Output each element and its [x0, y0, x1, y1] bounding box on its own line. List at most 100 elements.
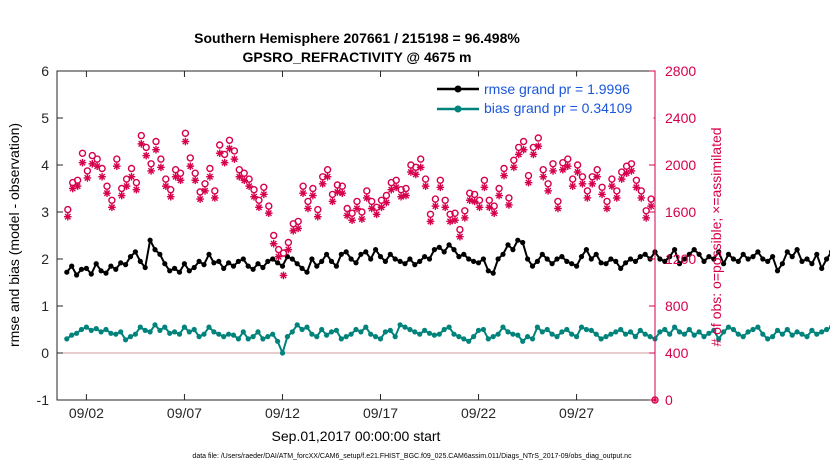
rmse-point — [289, 256, 295, 262]
bias-point — [446, 324, 452, 330]
bias-point — [686, 326, 692, 333]
assimilated-obs-marker — [495, 191, 503, 200]
bias-point — [270, 331, 276, 337]
assimilated-obs-stroke — [471, 198, 478, 205]
assimilated-obs-marker — [338, 189, 347, 197]
assimilated-obs-stroke — [270, 240, 277, 247]
rmse-point — [632, 258, 639, 264]
chart-title: Southern Hemisphere 207661 / 215198 = 96… — [194, 30, 520, 46]
rmse-point — [93, 261, 99, 267]
possible-obs-marker — [186, 154, 195, 162]
possible-obs-marker — [578, 173, 587, 181]
assimilated-obs-stroke — [564, 162, 571, 170]
possible-obs-marker — [240, 169, 248, 177]
bias-point — [662, 326, 668, 333]
assimilated-obs-stroke — [412, 171, 419, 178]
possible-obs-marker — [323, 165, 332, 174]
rmse-point — [441, 249, 447, 255]
assimilated-obs-stroke — [192, 177, 199, 184]
assimilated-obs-marker — [578, 180, 587, 188]
bias-point — [127, 334, 134, 340]
rmse-point — [711, 256, 717, 262]
rmse-point — [147, 237, 153, 243]
rmse-point — [490, 270, 496, 276]
assimilated-obs-marker — [245, 182, 253, 190]
rmse-point — [627, 256, 634, 262]
assimilated-obs-marker — [456, 232, 464, 241]
assimilated-obs-stroke — [402, 192, 410, 199]
rmse-point — [167, 268, 173, 274]
assimilated-obs-marker — [152, 145, 160, 154]
assimilated-obs-stroke — [162, 182, 169, 190]
possible-obs-marker — [441, 196, 449, 205]
bias-point — [814, 331, 820, 337]
bias-point — [132, 331, 138, 337]
bias-point — [221, 334, 227, 340]
rmse-point — [74, 272, 80, 278]
rmse-point — [333, 263, 339, 269]
bias-point — [299, 326, 305, 333]
assimilated-obs-marker — [220, 158, 229, 167]
bias-point — [598, 336, 604, 342]
rmse-point — [672, 247, 678, 253]
bias-point — [387, 327, 393, 333]
possible-obs-marker — [426, 210, 435, 219]
assimilated-obs-marker — [529, 150, 538, 159]
rmse-point — [598, 260, 604, 266]
rmse-point — [123, 262, 129, 268]
assimilated-obs-stroke — [206, 173, 214, 180]
assimilated-obs-stroke — [540, 173, 547, 180]
possible-obs-marker — [137, 131, 146, 140]
assimilated-obs-marker — [269, 239, 278, 248]
assimilated-obs-stroke — [280, 272, 287, 279]
bias-point — [711, 327, 717, 333]
assimilated-obs-marker — [171, 172, 180, 181]
assimilated-obs-stroke — [618, 175, 625, 183]
bias-point — [69, 332, 75, 338]
bias-point — [471, 334, 477, 340]
possible-obs-marker — [603, 197, 611, 206]
assimilated-obs-marker — [78, 158, 87, 167]
possible-obs-marker — [103, 182, 111, 190]
bias-point — [466, 338, 472, 344]
rmse-point — [181, 261, 187, 267]
rmse-point — [495, 256, 501, 262]
rmse-point — [701, 258, 707, 264]
rmse-point — [142, 264, 148, 271]
bias-point — [137, 324, 143, 330]
bias-point — [603, 334, 609, 340]
bias-point — [368, 331, 374, 337]
assimilated-obs-marker — [554, 204, 562, 213]
assimilated-obs-stroke — [172, 173, 179, 180]
assimilated-obs-marker — [313, 212, 322, 221]
rmse-point — [426, 256, 433, 262]
possible-obs-marker — [461, 207, 469, 215]
bias-point — [382, 329, 388, 335]
assimilated-obs-stroke — [495, 192, 503, 199]
rmse-point — [108, 263, 114, 269]
assimilated-obs-stroke — [113, 162, 120, 170]
assimilated-obs-stroke — [319, 180, 326, 187]
assimilated-obs-stroke — [265, 209, 272, 217]
assimilated-obs-stroke — [226, 145, 233, 152]
rmse-point — [505, 242, 511, 248]
assimilated-obs-stroke — [285, 246, 292, 253]
assimilated-obs-stroke — [437, 184, 444, 191]
possible-obs-marker — [142, 143, 150, 152]
assimilated-obs-stroke — [334, 188, 341, 196]
assimilated-obs-marker — [412, 170, 420, 179]
assimilated-obs-marker — [201, 187, 209, 195]
possible-obs-marker — [225, 136, 234, 145]
possible-obs-marker — [637, 187, 645, 195]
possible-obs-marker — [270, 231, 278, 240]
rmse-point — [730, 256, 737, 262]
bias-point — [706, 330, 712, 336]
assimilated-obs-stroke — [520, 146, 527, 153]
assimilated-obs-stroke — [500, 172, 508, 179]
assimilated-obs-marker — [83, 174, 92, 182]
assimilated-obs-marker — [309, 191, 317, 200]
rmse-point — [461, 251, 467, 257]
bias-point — [431, 332, 437, 338]
assimilated-obs-marker — [519, 145, 528, 154]
rmse-point — [407, 256, 413, 262]
